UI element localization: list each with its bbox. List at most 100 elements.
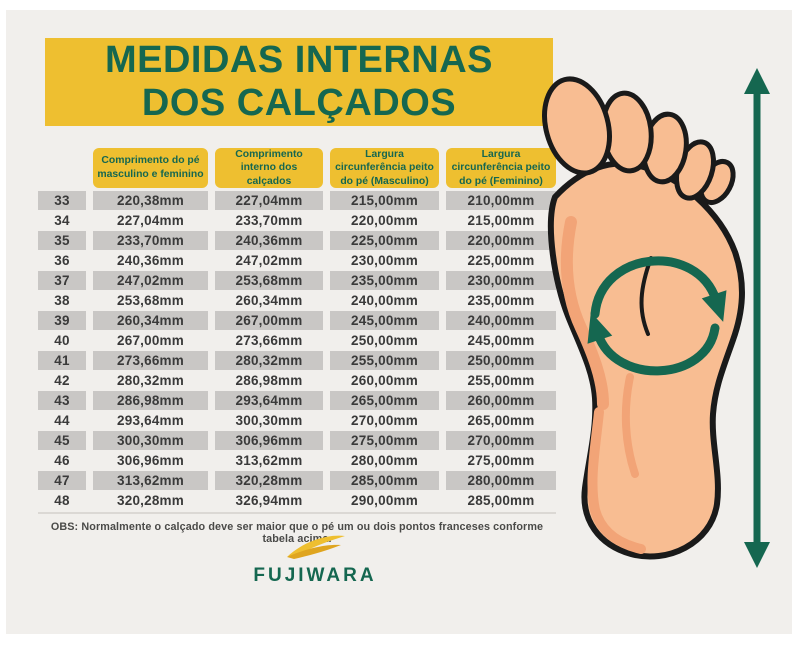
row-measurement-value: 260,00mm bbox=[446, 391, 556, 410]
row-measurement-value: 326,94mm bbox=[235, 493, 303, 508]
row-measurement-value: 275,00mm bbox=[330, 431, 439, 450]
row-measurement-value: 313,62mm bbox=[93, 471, 208, 490]
row-measurement-value: 293,64mm bbox=[215, 391, 323, 410]
row-measurement-value: 227,04mm bbox=[215, 191, 323, 210]
row-size-label: 41 bbox=[38, 351, 86, 370]
row-measurement-value: 215,00mm bbox=[330, 191, 439, 210]
length-double-arrow-icon bbox=[744, 68, 770, 568]
arch-crease-line bbox=[639, 256, 653, 336]
row-measurement-value: 280,00mm bbox=[351, 453, 418, 468]
row-measurement-value: 235,00mm bbox=[330, 271, 439, 290]
row-measurement-value: 253,68mm bbox=[117, 293, 184, 308]
row-measurement-value: 275,00mm bbox=[467, 453, 535, 468]
row-measurement-value: 300,30mm bbox=[235, 413, 303, 428]
row-measurement-value: 247,02mm bbox=[235, 253, 303, 268]
row-size-label: 42 bbox=[54, 373, 70, 388]
title-line-2: DOS CALÇADOS bbox=[141, 82, 457, 124]
row-measurement-value: 240,36mm bbox=[117, 253, 184, 268]
table-row: 39 260,34mm 267,00mm 245,00mm 240,00mm bbox=[38, 311, 556, 330]
table-corner-spacer bbox=[38, 148, 86, 188]
row-measurement-value: 267,00mm bbox=[215, 311, 323, 330]
row-size-label: 40 bbox=[54, 333, 70, 348]
row-measurement-value: 240,00mm bbox=[446, 311, 556, 330]
row-measurement-value: 320,28mm bbox=[117, 493, 184, 508]
skin-shading bbox=[560, 216, 646, 554]
toes bbox=[542, 76, 736, 206]
row-measurement-value: 225,00mm bbox=[467, 253, 535, 268]
row-measurement-value: 270,00mm bbox=[351, 413, 418, 428]
row-measurement-value: 250,00mm bbox=[351, 333, 418, 348]
row-measurement-value: 220,38mm bbox=[93, 191, 208, 210]
column-header-girth-male: Largura circunferência peito do pé (Masc… bbox=[330, 148, 439, 188]
row-measurement-value: 240,00mm bbox=[351, 293, 418, 308]
table-row: 33 220,38mm 227,04mm 215,00mm 210,00mm bbox=[38, 191, 556, 210]
row-measurement-value: 265,00mm bbox=[330, 391, 439, 410]
table-row: 46 306,96mm 313,62mm 280,00mm 275,00mm bbox=[38, 451, 556, 470]
row-size-label: 48 bbox=[54, 493, 70, 508]
row-measurement-value: 313,62mm bbox=[235, 453, 303, 468]
table-row: 42 280,32mm 286,98mm 260,00mm 255,00mm bbox=[38, 371, 556, 390]
rotate-arrows-icon bbox=[587, 256, 727, 376]
row-measurement-value: 265,00mm bbox=[467, 413, 535, 428]
row-measurement-value: 230,00mm bbox=[351, 253, 418, 268]
shoe-size-table: Comprimento do pé masculino e feminino C… bbox=[38, 148, 556, 511]
row-measurement-value: 250,00mm bbox=[446, 351, 556, 370]
column-header-internal-length: Comprimento interno dos calçados bbox=[215, 148, 323, 188]
column-header-girth-female: Largura circunferência peito do pé (Femi… bbox=[446, 148, 556, 188]
row-size-label: 34 bbox=[54, 213, 70, 228]
row-measurement-value: 286,98mm bbox=[235, 373, 303, 388]
table-row: 48 320,28mm 326,94mm 290,00mm 285,00mm bbox=[38, 491, 556, 510]
table-row: 37 247,02mm 253,68mm 235,00mm 230,00mm bbox=[38, 271, 556, 290]
row-size-label: 44 bbox=[54, 413, 70, 428]
table-row: 35 233,70mm 240,36mm 225,00mm 220,00mm bbox=[38, 231, 556, 250]
row-measurement-value: 285,00mm bbox=[330, 471, 439, 490]
row-measurement-value: 260,34mm bbox=[93, 311, 208, 330]
row-measurement-value: 320,28mm bbox=[215, 471, 323, 490]
title-line-1: MEDIDAS INTERNAS bbox=[104, 39, 494, 82]
row-size-label: 33 bbox=[38, 191, 86, 210]
row-measurement-value: 220,00mm bbox=[446, 231, 556, 250]
row-measurement-value: 230,00mm bbox=[446, 271, 556, 290]
table-row: 44 293,64mm 300,30mm 270,00mm 265,00mm bbox=[38, 411, 556, 430]
row-measurement-value: 227,04mm bbox=[117, 213, 184, 228]
table-row: 47 313,62mm 320,28mm 285,00mm 280,00mm bbox=[38, 471, 556, 490]
row-measurement-value: 306,96mm bbox=[117, 453, 184, 468]
foot-sole bbox=[547, 160, 745, 560]
row-measurement-value: 260,00mm bbox=[351, 373, 418, 388]
row-measurement-value: 253,68mm bbox=[215, 271, 323, 290]
table-row: 43 286,98mm 293,64mm 265,00mm 260,00mm bbox=[38, 391, 556, 410]
table-row: 45 300,30mm 306,96mm 275,00mm 270,00mm bbox=[38, 431, 556, 450]
wing-logo-icon bbox=[287, 535, 345, 559]
row-size-label: 43 bbox=[38, 391, 86, 410]
row-measurement-value: 286,98mm bbox=[93, 391, 208, 410]
row-measurement-value: 293,64mm bbox=[117, 413, 184, 428]
row-measurement-value: 255,00mm bbox=[330, 351, 439, 370]
row-measurement-value: 306,96mm bbox=[215, 431, 323, 450]
row-measurement-value: 285,00mm bbox=[467, 493, 535, 508]
table-row: 34 227,04mm 233,70mm 220,00mm 215,00mm bbox=[38, 211, 556, 230]
row-measurement-value: 260,34mm bbox=[235, 293, 303, 308]
row-size-label: 36 bbox=[54, 253, 70, 268]
row-size-label: 37 bbox=[38, 271, 86, 290]
row-measurement-value: 290,00mm bbox=[351, 493, 418, 508]
row-measurement-value: 247,02mm bbox=[93, 271, 208, 290]
row-measurement-value: 245,00mm bbox=[330, 311, 439, 330]
table-row: 36 240,36mm 247,02mm 230,00mm 225,00mm bbox=[38, 251, 556, 270]
toe-big bbox=[542, 76, 612, 176]
row-size-label: 35 bbox=[38, 231, 86, 250]
row-measurement-value: 225,00mm bbox=[330, 231, 439, 250]
row-size-label: 47 bbox=[38, 471, 86, 490]
table-header-row: Comprimento do pé masculino e feminino C… bbox=[38, 148, 556, 188]
row-measurement-value: 280,32mm bbox=[117, 373, 184, 388]
row-measurement-value: 267,00mm bbox=[117, 333, 184, 348]
row-measurement-value: 280,32mm bbox=[215, 351, 323, 370]
row-measurement-value: 220,00mm bbox=[351, 213, 418, 228]
brand-wordmark: FUJIWARA bbox=[253, 565, 377, 586]
row-measurement-value: 300,30mm bbox=[93, 431, 208, 450]
foot-illustration bbox=[542, 68, 770, 568]
row-size-label: 38 bbox=[54, 293, 70, 308]
row-measurement-value: 273,66mm bbox=[93, 351, 208, 370]
table-row: 41 273,66mm 280,32mm 255,00mm 250,00mm bbox=[38, 351, 556, 370]
row-measurement-value: 233,70mm bbox=[235, 213, 303, 228]
